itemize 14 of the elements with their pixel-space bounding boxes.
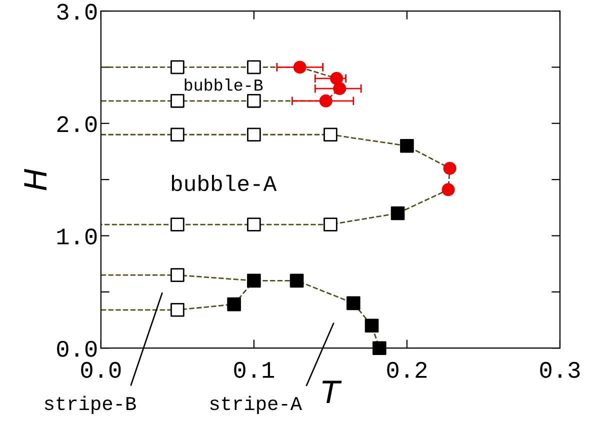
y-tick-label: 0.0 <box>57 340 97 357</box>
y-tick-label: 3.0 <box>57 4 97 20</box>
y-tick-label: 1.0 <box>57 228 97 245</box>
x-tick-label: 0.1 <box>234 362 274 378</box>
annotation: bubble-A <box>172 174 277 192</box>
y-axis-title: H <box>24 168 47 190</box>
y-tick-label: 2.0 <box>57 116 97 132</box>
x-axis-title: T <box>322 380 342 404</box>
x-tick-label: 0.0 <box>81 362 121 378</box>
text: stripe-A <box>210 396 302 414</box>
text: stripe-B <box>44 396 136 414</box>
annotation: bubble-B <box>184 78 263 91</box>
x-tick-label: 0.3 <box>540 362 580 378</box>
x-tick-label: 0.2 <box>387 362 427 378</box>
